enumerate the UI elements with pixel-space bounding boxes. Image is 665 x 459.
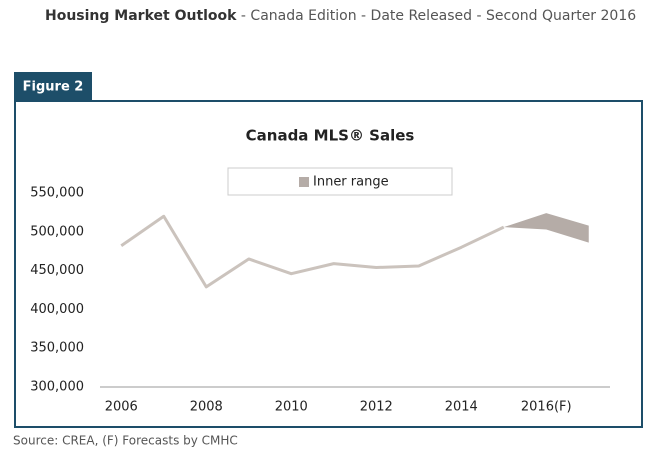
y-tick-label: 300,000 [30, 380, 84, 395]
legend-box [227, 167, 453, 196]
y-tick-label: 550,000 [30, 186, 84, 201]
source-note: Source: CREA, (F) Forecasts by CMHC [13, 434, 238, 448]
x-tick-label: 2006 [105, 400, 138, 415]
range-area [503, 213, 589, 243]
figure-tab [14, 72, 92, 101]
header-title: Housing Market Outlook [45, 8, 237, 24]
x-tick-label: 2012 [360, 400, 393, 415]
y-tick-label: 400,000 [30, 302, 84, 317]
legend-label: Inner range [313, 175, 389, 190]
y-tick-label: 450,000 [30, 263, 84, 278]
y-tick-label: 350,000 [30, 341, 84, 356]
x-tick-label: 2008 [190, 400, 223, 415]
x-tick-label: 2010 [275, 400, 308, 415]
plot: 300,000 350,000 400,000 450,000 500,000 550,0… [30, 175, 610, 415]
legend-swatch [299, 177, 309, 187]
x-tick-label: 2014 [445, 400, 478, 415]
header: Housing Market Outlook - Canada Edition … [45, 8, 636, 24]
y-tick-label: 500,000 [30, 224, 84, 239]
chart-title: Canada MLS® Sales [246, 127, 415, 145]
figure-label: Figure 2 [23, 80, 84, 95]
series-line [120, 214, 505, 289]
x-tick-label: 2016(F) [521, 400, 572, 415]
figure-frame [14, 100, 643, 428]
header-subtitle: - Canada Edition - Date Released - Secon… [236, 8, 636, 24]
